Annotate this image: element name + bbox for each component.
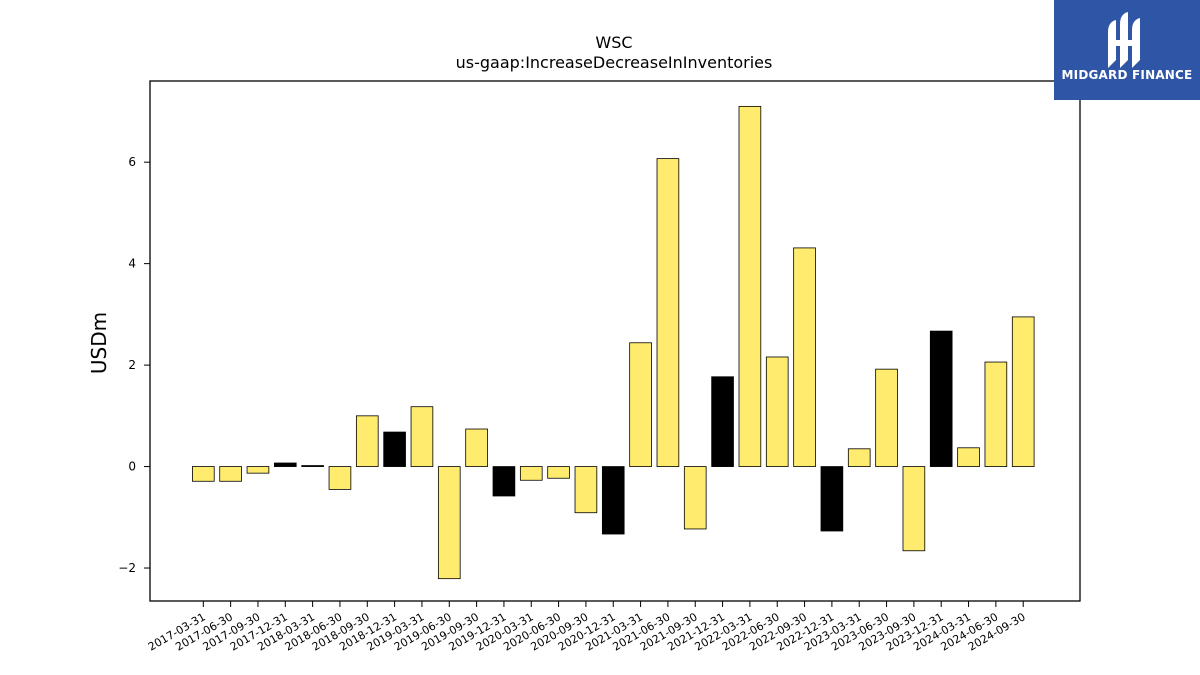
bar-2021-03-31 [629,342,652,467]
bar-2022-03-31 [738,105,762,467]
bar-2018-03-31 [301,465,324,467]
bar-2023-06-30 [875,368,898,467]
bar-2023-03-31 [847,448,871,467]
bar-2021-09-30 [683,466,707,530]
bar-2022-09-30 [793,247,816,467]
bar-2021-12-31 [711,376,734,467]
bar-2024-09-30 [1011,316,1035,467]
bar-2018-09-30 [355,415,379,467]
plot-frame [149,80,1081,602]
bar-2024-03-31 [957,447,980,467]
bar-2024-06-30 [984,361,1008,467]
bar-2017-06-30 [219,466,242,482]
bar-2020-06-30 [547,466,570,479]
bar-2020-09-30 [574,466,598,514]
bar-2022-06-30 [765,356,789,467]
y-tick-label: 6 [128,155,136,169]
bar-2019-12-31 [492,466,516,497]
bar-2022-12-31 [820,466,844,532]
brand-logo: MIDGARD FINANCE [1054,0,1200,100]
y-axis-label: USDm [87,312,111,374]
bar-2020-03-31 [519,466,543,481]
bar-2021-06-30 [656,158,680,467]
bar-2018-06-30 [328,466,352,490]
bar-2019-03-31 [410,406,434,467]
y-tick-label: 0 [128,460,136,474]
bar-2017-03-31 [191,466,215,482]
bar-2019-09-30 [465,428,488,467]
chart-title: WSC [595,33,632,52]
y-tick-label: 2 [128,358,136,372]
bar-2017-12-31 [273,462,297,467]
brand-name: MIDGARD FINANCE [1061,68,1193,82]
midgard-logo-icon [1108,12,1140,68]
bar-2017-09-30 [246,466,270,474]
bar-2023-12-31 [929,330,953,467]
y-tick-label: −2 [118,561,136,575]
bar-2018-12-31 [383,431,406,467]
bar-2020-12-31 [601,466,625,535]
bar-2023-09-30 [902,466,926,552]
y-tick-label: 4 [128,257,136,271]
chart-subtitle: us-gaap:IncreaseDecreaseInInventories [456,53,773,72]
bar-2019-06-30 [437,466,461,580]
